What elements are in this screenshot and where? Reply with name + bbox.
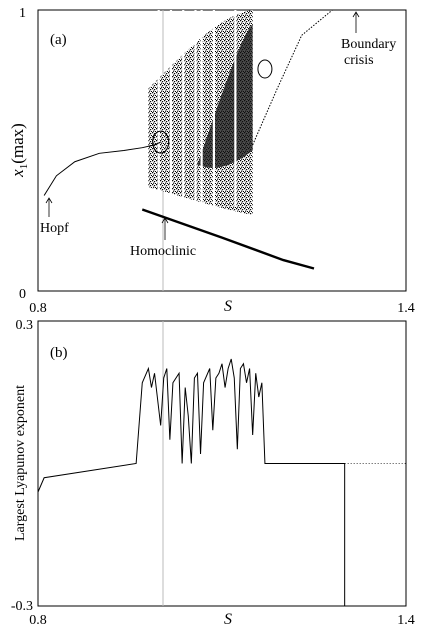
homoclinic-lower-band-branch: [141, 208, 315, 270]
panel-a-label: (a): [50, 32, 67, 48]
periodic-window: [194, 10, 197, 207]
x-axis-label-a: S: [224, 298, 232, 315]
blank-patch: [78, 360, 114, 396]
period-doubling-loop: [152, 130, 170, 154]
periodic-window: [234, 10, 237, 207]
periodic-window: [200, 10, 203, 207]
annotation-boundary: Boundary: [341, 37, 396, 52]
panel-a: (a) 0 1 0.8 1.4 S x1(max) Hopf Homoclini…: [8, 6, 415, 316]
periodic-window: [212, 10, 215, 207]
annotation-homoclinic: Homoclinic: [130, 244, 196, 259]
x-tick-1-b: 1.4: [397, 613, 415, 628]
x-tick-0-a: 0.8: [29, 301, 47, 316]
y-tick-0-a: 0: [19, 287, 26, 302]
svg-text:x1(max): x1(max): [8, 123, 30, 178]
panel-b-label: (b): [50, 345, 68, 361]
y-tick-1-a: 1: [19, 6, 26, 21]
x-tick-0-b: 0.8: [29, 613, 47, 628]
y-tick-bottom-b: -0.3: [11, 599, 33, 614]
pre-crisis-orbit-branch: [252, 9, 333, 146]
y-tick-top-b: 0.3: [16, 318, 34, 333]
periodic-window: [157, 10, 160, 207]
annotation-arrows: [45, 11, 360, 240]
y-axis-label-b: Largest Lyapunov exponent: [13, 385, 28, 541]
y-axis-label-main: x: [8, 169, 27, 178]
x-axis-label-b: S: [224, 611, 232, 628]
y-axis-label-a: x1(max): [8, 123, 30, 178]
stable-limit-cycle-branch: [43, 141, 161, 196]
y-axis-label-sub: 1: [18, 164, 30, 170]
y-axis-label-rest: (max): [8, 123, 27, 164]
annotation-crisis: crisis: [344, 53, 374, 68]
lyapunov-series-line: [37, 358, 346, 606]
periodic-window: [169, 10, 173, 207]
crisis-loop: [257, 59, 273, 79]
chaotic-core: [197, 24, 253, 168]
annotation-hopf: Hopf: [40, 221, 69, 236]
panel-b: (b) 0.3 -0.3 0.8 1.4 S Largest Lyapunov …: [11, 318, 415, 628]
x-tick-1-a: 1.4: [397, 301, 415, 316]
periodic-window: [182, 10, 185, 207]
